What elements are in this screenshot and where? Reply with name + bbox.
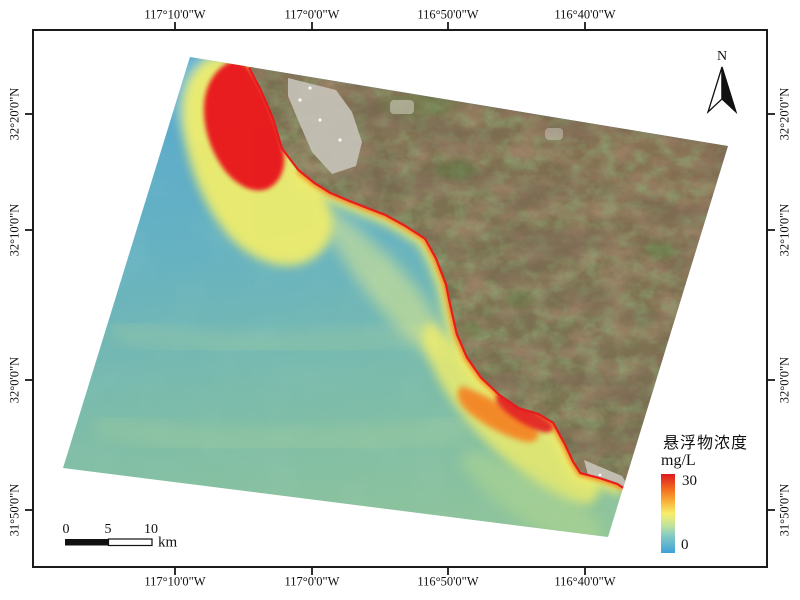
north-arrow-label: N <box>716 49 728 64</box>
scale-bar <box>65 538 153 547</box>
scalebar-label-10: 10 <box>144 522 158 537</box>
lat-label-right-3: 31°50'0"N <box>777 483 792 537</box>
lat-label-left-0: 32°20'0"N <box>7 87 22 141</box>
sediment-streak <box>108 319 432 355</box>
sediment-plume-high-bay <box>495 393 554 433</box>
sediment-fan-south <box>460 448 602 537</box>
sediment-plume-mid <box>457 386 539 442</box>
graticule-ticks <box>25 22 775 575</box>
lon-label-bottom-2: 116°50'0"W <box>417 574 479 589</box>
legend-title: 悬浮物浓度 <box>663 435 749 452</box>
lat-label-left-2: 32°0'0"N <box>7 356 22 404</box>
lon-label-bottom-0: 117°10'0"W <box>144 574 206 589</box>
scalebar-unit: km <box>158 534 178 551</box>
lon-label-bottom-3: 116°40'0"W <box>554 574 616 589</box>
north-arrow-icon <box>706 66 738 115</box>
scalebar-segment-filled <box>65 539 109 546</box>
lat-label-right-0: 32°20'0"N <box>777 87 792 141</box>
lon-label-top-2: 116°50'0"W <box>417 7 479 22</box>
urban-area-north <box>288 78 362 174</box>
lon-label-top-1: 117°0'0"W <box>284 7 340 22</box>
legend-unit: mg/L <box>661 452 696 469</box>
lon-label-top-0: 117°10'0"W <box>144 7 206 22</box>
lon-label-top-3: 116°40'0"W <box>554 7 616 22</box>
scalebar-segment-empty <box>107 538 153 547</box>
urban-area-south <box>584 460 632 487</box>
lat-label-right-2: 32°0'0"N <box>777 356 792 404</box>
map-frame <box>32 29 768 568</box>
scalebar-label-0: 0 <box>62 522 70 537</box>
legend-min-label: 0 <box>681 537 689 553</box>
lat-label-left-1: 32°10'0"N <box>7 203 22 257</box>
satellite-swath <box>63 57 728 537</box>
sediment-plume-high <box>203 60 285 191</box>
sediment-plume-bulge <box>326 208 446 354</box>
legend-max-label: 30 <box>682 473 697 489</box>
sediment-streak <box>92 412 472 454</box>
lon-label-bottom-1: 117°0'0"W <box>284 574 340 589</box>
legend-colorbar <box>661 474 675 553</box>
scalebar-label-5: 5 <box>104 522 112 537</box>
lat-label-left-3: 31°50'0"N <box>7 483 22 537</box>
lat-label-right-1: 32°10'0"N <box>777 203 792 257</box>
